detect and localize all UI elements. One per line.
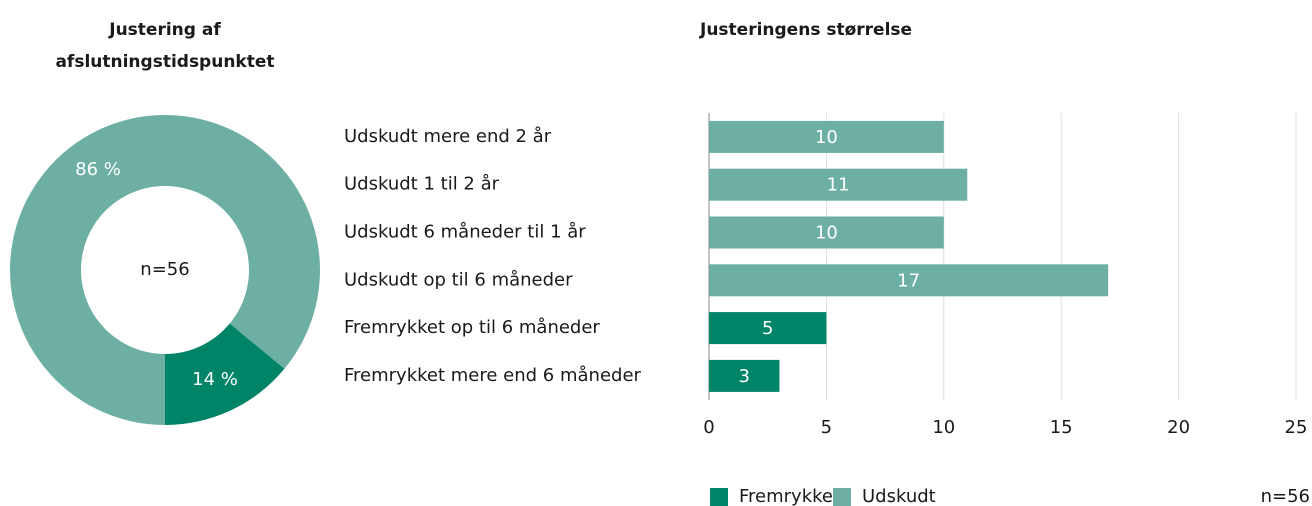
donut-segment — [165, 323, 285, 425]
x-tick-label: 0 — [703, 417, 714, 438]
x-tick-label: 10 — [932, 417, 955, 438]
bar — [709, 168, 968, 201]
data-label: 86 % — [75, 159, 121, 180]
donut-segment — [10, 114, 321, 425]
category-label: Fremrykket mere end 6 måneder — [344, 365, 642, 386]
data-label: 11 — [827, 175, 850, 196]
legend-swatch — [833, 488, 851, 506]
category-label: Udskudt 6 måneder til 1 år — [344, 222, 586, 243]
x-tick-label: 20 — [1167, 417, 1190, 438]
x-tick-label: 15 — [1050, 417, 1073, 438]
data-label: 10 — [815, 223, 838, 244]
bar — [709, 359, 780, 392]
note: n=56 — [1261, 486, 1310, 506]
bar-title: Justeringens størrelse — [699, 20, 912, 40]
legend-swatch — [710, 488, 728, 506]
bar — [709, 216, 944, 249]
bar — [709, 120, 944, 153]
category-label: Udskudt op til 6 måneder — [344, 269, 573, 290]
legend-label: Fremrykket — [739, 486, 840, 506]
category-label: Udskudt 1 til 2 år — [344, 174, 500, 195]
category-label: Udskudt mere end 2 år — [344, 126, 552, 147]
data-label: 14 % — [192, 369, 238, 390]
data-label: 5 — [762, 318, 773, 339]
donut-title: Justering af afslutningstidspunktet — [55, 20, 274, 72]
bar — [709, 264, 1109, 297]
data-label: 10 — [815, 127, 838, 148]
data-label: 17 — [897, 270, 920, 291]
x-tick-label: 5 — [821, 417, 832, 438]
legend-label: Udskudt — [862, 486, 936, 506]
category-label: Fremrykket op til 6 måneder — [344, 317, 600, 338]
bar — [709, 312, 827, 345]
center-label: n=56 — [140, 259, 189, 280]
x-tick-label: 25 — [1285, 417, 1308, 438]
data-label: 3 — [738, 366, 749, 387]
